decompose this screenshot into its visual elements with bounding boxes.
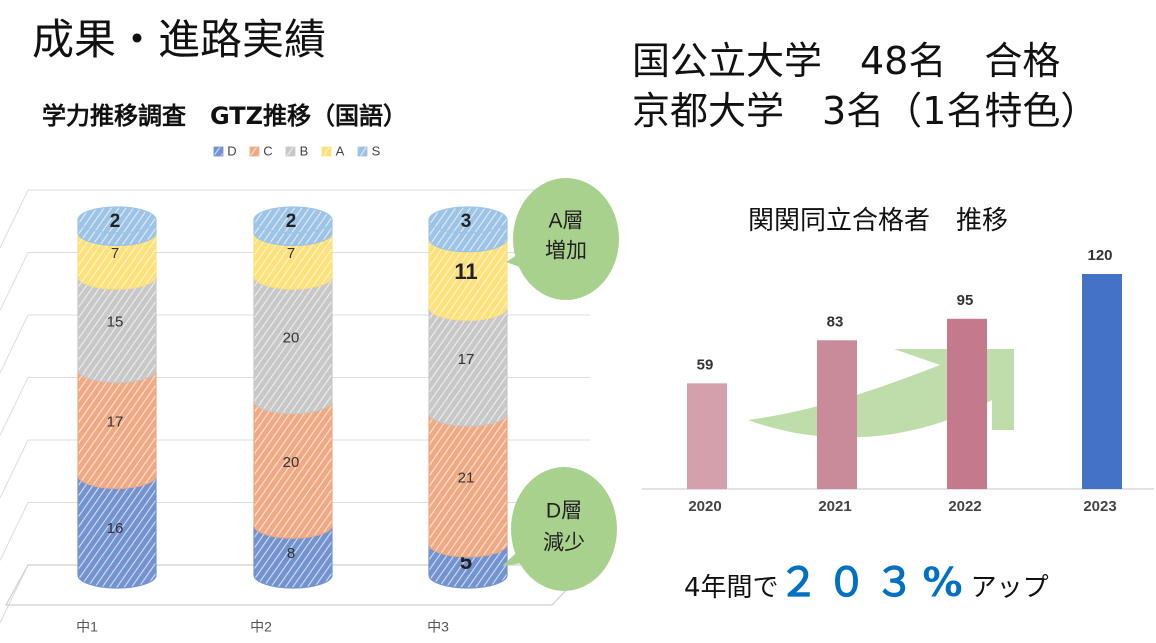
legend-swatch-C — [249, 146, 260, 157]
x-tick-label: 2021 — [818, 498, 851, 515]
data-label-S: 2 — [110, 211, 121, 232]
data-label-A: 11 — [454, 259, 477, 284]
cylinder-top — [428, 206, 508, 234]
growth-value: ２０３% — [778, 560, 971, 606]
callout-bubble — [511, 467, 617, 591]
gridline-side — [0, 314, 29, 374]
data-label-D: 16 — [107, 520, 124, 537]
data-label-B: 15 — [107, 314, 124, 331]
gridline-side — [0, 189, 29, 249]
bar-value-label: 95 — [957, 292, 974, 309]
data-label-B: 20 — [283, 329, 300, 346]
bar-value-label: 59 — [697, 356, 714, 373]
legend-label-S: S — [372, 143, 381, 158]
legend-label-A: A — [336, 143, 345, 158]
gridline-side — [0, 252, 29, 311]
legend-label-C: C — [263, 143, 272, 158]
bar-2023 — [1082, 274, 1122, 489]
callout-text-line: A層 — [548, 210, 583, 233]
legend-swatch-B — [285, 146, 296, 157]
x-tick-label: 中2 — [250, 619, 272, 635]
gridline-side — [0, 377, 29, 436]
x-tick-label: 中1 — [76, 619, 98, 635]
x-tick-label: 中3 — [427, 619, 449, 635]
legend-swatch-D — [213, 146, 224, 157]
results-summary: 国公立大学 48名 合格 京都大学 3名（1名特色） — [632, 36, 1098, 136]
bar-value-label: 120 — [1087, 247, 1112, 264]
chart-floor — [4, 564, 592, 606]
cylinder-中1: 16 17 15 7 2 — [77, 206, 157, 589]
data-label-C: 20 — [283, 454, 300, 471]
data-label-C: 17 — [107, 413, 124, 430]
bar-2022 — [947, 318, 987, 489]
chart1-title: 学力推移調査 GTZ推移（国語） — [42, 102, 408, 130]
legend-swatch-A — [321, 146, 332, 157]
data-label-B: 17 — [458, 351, 475, 368]
growth-suffix: アップ — [970, 573, 1049, 603]
callout-text-line: 増加 — [545, 240, 587, 263]
callout-bubble — [513, 178, 619, 300]
data-label-S: 3 — [461, 211, 472, 232]
growth-prefix: 4年間で — [684, 573, 779, 603]
bar-2020 — [687, 383, 727, 489]
growth-statement: 4年間で２０３%アップ — [684, 550, 1049, 608]
cylinder-top — [77, 206, 157, 234]
data-label-A: 7 — [111, 245, 119, 262]
legend-label-B: B — [300, 143, 309, 158]
kankan-bar-chart: 59 2020 83 2021 95 2022 120 2023 — [642, 247, 1154, 515]
data-label-A: 7 — [287, 245, 295, 262]
cylinder-top — [253, 206, 333, 234]
cylinder-中2: 8 20 20 7 2 — [253, 206, 333, 589]
summary-line-kyoto-university: 京都大学 3名（1名特色） — [632, 89, 1099, 133]
x-tick-label: 2023 — [1083, 498, 1116, 515]
callout-text-line: 減少 — [543, 532, 585, 555]
data-label-C: 21 — [458, 469, 475, 486]
x-tick-label: 2022 — [948, 498, 981, 515]
data-label-D: 8 — [287, 545, 295, 562]
bar-value-label: 83 — [827, 313, 844, 330]
legend-swatch-S — [357, 146, 368, 157]
data-label-S: 2 — [286, 211, 297, 232]
gridline-side — [0, 502, 29, 561]
summary-line-national-universities: 国公立大学 48名 合格 — [632, 39, 1061, 83]
gridline-side — [0, 439, 29, 499]
chart2-title: 関関同立合格者 推移 — [748, 206, 1009, 236]
gtz-stacked-chart: D C B A S16171572中18202072中252117113中3A層増加D層… — [0, 143, 619, 635]
bar-2021 — [817, 340, 857, 489]
x-tick-label: 2020 — [688, 498, 721, 515]
callout-text-line: D層 — [546, 500, 582, 523]
legend-label-D: D — [227, 143, 236, 158]
page-title: 成果・進路実績 — [32, 15, 327, 64]
